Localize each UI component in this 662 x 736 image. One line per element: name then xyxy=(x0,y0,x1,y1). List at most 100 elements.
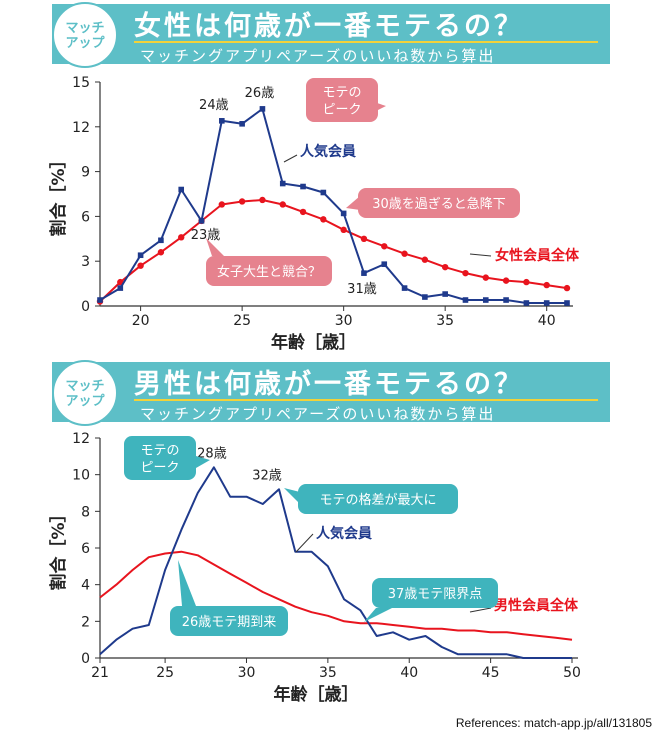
y-tick-label: 12 xyxy=(72,431,90,447)
data-point-overall xyxy=(543,281,550,289)
data-point-popular xyxy=(117,285,124,291)
data-point-overall xyxy=(502,277,510,284)
data-point-overall xyxy=(563,284,571,292)
data-point-popular xyxy=(482,297,489,303)
bottom-title-banner: 男性は何歳が一番モテるの？ マッチングアプリペアーズのいいね数から算出 xyxy=(52,362,610,423)
data-point-popular xyxy=(503,297,509,303)
x-tick-label: 21 xyxy=(91,665,109,681)
data-point-popular xyxy=(442,291,448,297)
label-leader-line xyxy=(295,533,314,553)
callout-text: 女子大生と競合？ xyxy=(217,264,321,280)
data-point-popular xyxy=(422,294,428,300)
data-point-overall xyxy=(279,201,286,208)
data-point-overall xyxy=(421,256,429,263)
point-annotation: 31歳 xyxy=(347,282,377,297)
data-point-overall xyxy=(299,208,307,216)
x-tick-label: 20 xyxy=(132,313,150,329)
top-title-underline xyxy=(134,41,598,43)
data-point-popular xyxy=(340,210,347,217)
x-tick-label: 25 xyxy=(156,665,174,681)
point-annotation: 23歳 xyxy=(191,228,221,243)
data-point-overall xyxy=(462,269,469,277)
x-tick-label: 35 xyxy=(319,665,337,681)
x-tick-label: 40 xyxy=(400,665,418,681)
bottom-title-underline xyxy=(134,399,598,401)
callout-box xyxy=(124,436,196,480)
data-point-popular xyxy=(259,106,266,112)
top-matchapp-logo: マッチ アップ xyxy=(52,2,118,68)
data-point-overall xyxy=(137,262,144,269)
y-axis-title: 割合［%］ xyxy=(48,151,69,236)
top-chart-title: 女性は何歳が一番モテるの？ xyxy=(134,11,524,42)
data-point-overall xyxy=(360,235,368,242)
reference-note: References: match-app.jp/all/131805 xyxy=(455,716,652,730)
data-point-popular xyxy=(401,285,408,291)
callout-text: 26歳モテ期到来 xyxy=(182,615,277,630)
data-point-popular xyxy=(219,118,225,124)
x-tick-label: 35 xyxy=(436,313,454,329)
callout-tail xyxy=(346,196,360,210)
data-point-popular xyxy=(300,183,306,190)
data-point-popular xyxy=(178,186,185,193)
data-point-popular xyxy=(320,189,327,196)
series-line-overall xyxy=(99,199,568,303)
series-name-label: 女性会員全体 xyxy=(495,247,580,264)
x-tick-label: 30 xyxy=(238,665,256,681)
callout-bubble: モテの格差が最大に xyxy=(284,484,458,514)
y-tick-label: 6 xyxy=(81,541,90,557)
data-point-popular xyxy=(239,121,245,127)
x-axis-title: 年齢［歳］ xyxy=(271,332,356,353)
callout-box xyxy=(306,78,378,122)
data-point-overall xyxy=(381,243,388,250)
data-point-overall xyxy=(401,250,408,257)
label-leader-line xyxy=(469,253,492,257)
women-age-chart: 0 3 6 9 12 15 20 25 30 35 40 年齢［歳］ 割合［%］ 24歳 26歳 23歳 31… xyxy=(48,75,580,353)
callout-bubble: 30歳を過ぎると急降下 xyxy=(346,188,520,218)
bottom-chart-title: 男性は何歳が一番モテるの？ xyxy=(134,369,524,400)
callout-bubble: 26歳モテ期到来 xyxy=(170,560,288,636)
y-tick-label: 2 xyxy=(81,614,90,630)
data-point-popular xyxy=(462,297,469,303)
data-point-overall xyxy=(340,226,347,234)
top-title-banner: 女性は何歳が一番モテるの？ マッチングアプリペアーズのいいね数から算出 xyxy=(52,4,610,65)
data-point-overall xyxy=(259,196,266,204)
point-annotation: 28歳 xyxy=(197,446,227,461)
y-tick-label: 12 xyxy=(72,120,90,136)
series-name-label: 人気会員 xyxy=(300,143,356,160)
callout-text: モテの xyxy=(322,86,361,101)
bottom-chart-subtitle: マッチングアプリペアーズのいいね数から算出 xyxy=(140,405,496,423)
point-annotation: 32歳 xyxy=(252,468,282,483)
callout-tail xyxy=(196,456,210,468)
data-point-popular xyxy=(158,237,164,244)
series-line-popular xyxy=(99,466,572,659)
callout-box xyxy=(372,578,498,608)
data-point-overall xyxy=(523,278,530,286)
label-leader-line xyxy=(283,154,298,163)
series-line-popular xyxy=(99,107,567,304)
callout-text: ピーク xyxy=(140,461,179,476)
data-point-popular xyxy=(564,300,570,306)
y-tick-label: 0 xyxy=(81,651,90,667)
y-tick-label: 4 xyxy=(81,578,90,594)
data-point-popular xyxy=(543,300,550,306)
x-tick-label: 50 xyxy=(563,665,581,681)
bottom-logo-line2: アップ xyxy=(65,394,105,409)
data-point-popular xyxy=(279,180,286,187)
data-point-popular xyxy=(137,252,144,259)
callout-tail xyxy=(206,238,224,256)
callout-tail xyxy=(178,560,196,606)
series-name-label: 男性会員全体 xyxy=(494,597,579,614)
bottom-matchapp-logo: マッチ アップ xyxy=(52,360,118,426)
callout-text: ピーク xyxy=(322,103,361,118)
y-tick-label: 0 xyxy=(81,299,90,315)
data-point-overall xyxy=(157,249,165,256)
y-tick-label: 15 xyxy=(72,75,90,91)
x-tick-label: 25 xyxy=(233,313,251,329)
data-point-popular xyxy=(381,261,388,267)
data-point-popular xyxy=(523,300,530,306)
callout-box xyxy=(298,484,458,514)
data-point-overall xyxy=(178,234,185,241)
callout-text: 37歳モテ限界点 xyxy=(388,587,483,602)
y-tick-label: 9 xyxy=(81,165,90,181)
